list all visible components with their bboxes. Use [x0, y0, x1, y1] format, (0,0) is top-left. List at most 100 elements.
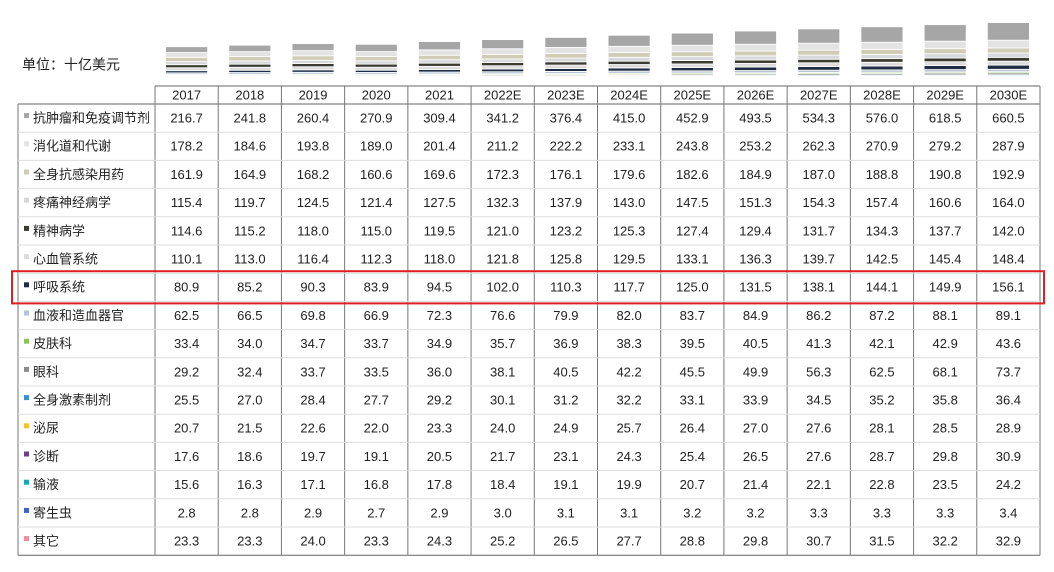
cell-value: 16.3 [237, 477, 262, 492]
cell-value: 27.6 [806, 421, 831, 436]
cell-value: 25.5 [174, 393, 199, 408]
cell-value: 114.6 [171, 223, 203, 238]
cell-value: 33.7 [364, 336, 389, 351]
cell-value: 25.7 [616, 421, 641, 436]
column-header: 2022E [484, 87, 522, 102]
cell-value: 415.0 [613, 111, 646, 126]
cell-value: 56.3 [806, 364, 831, 379]
cell-value: 2.8 [241, 505, 259, 520]
cell-value: 25.2 [490, 534, 515, 549]
cell-value: 136.3 [739, 252, 772, 267]
column-header: 2021 [425, 87, 454, 102]
bar-segment [798, 59, 840, 63]
cell-value: 118.0 [297, 223, 329, 238]
cell-value: 69.8 [300, 308, 325, 323]
cell-value: 73.7 [996, 364, 1021, 379]
cell-value: 49.9 [743, 364, 768, 379]
bar-segment [798, 67, 840, 71]
cell-value: 157.4 [866, 195, 899, 210]
cell-value: 83.9 [364, 280, 389, 295]
row-label: 血液和造血器官 [33, 308, 124, 323]
row-label: 呼吸系统 [33, 280, 85, 295]
cell-value: 168.2 [297, 167, 330, 182]
cell-value: 121.8 [486, 252, 519, 267]
cell-value: 29.8 [743, 534, 768, 549]
row-label: 精神病学 [33, 223, 85, 238]
cell-value: 45.5 [680, 364, 705, 379]
bar-segment [355, 57, 397, 61]
column-header: 2024E [610, 87, 648, 102]
cell-value: 22.6 [300, 421, 325, 436]
cell-value: 115.4 [171, 195, 203, 210]
cell-value: 3.0 [494, 505, 512, 520]
cell-value: 189.0 [360, 139, 393, 154]
cell-value: 270.9 [360, 111, 393, 126]
bar-segment [798, 43, 840, 50]
bar-segment [735, 60, 777, 63]
row-label: 皮肤科 [33, 336, 72, 351]
bar-segment [292, 56, 334, 60]
cell-value: 179.6 [613, 167, 646, 182]
cell-value: 243.8 [676, 139, 709, 154]
bar-segment [924, 25, 966, 42]
cell-value: 145.4 [929, 252, 962, 267]
cell-value: 142.5 [866, 252, 899, 267]
column-header: 2020 [362, 87, 391, 102]
cell-value: 33.9 [743, 393, 768, 408]
cell-value: 19.7 [300, 449, 325, 464]
cell-value: 20.7 [680, 477, 705, 492]
cell-value: 160.6 [360, 167, 393, 182]
cell-value: 28.5 [933, 421, 958, 436]
column-header: 2017 [172, 87, 201, 102]
bar-segment [987, 61, 1029, 65]
bar-segment [418, 66, 460, 69]
cell-value: 40.5 [743, 336, 768, 351]
cell-value: 233.1 [613, 139, 646, 154]
cell-value: 164.0 [992, 195, 1025, 210]
cell-value: 36.4 [996, 393, 1021, 408]
bar-segment [545, 62, 587, 65]
cell-value: 132.3 [486, 195, 519, 210]
cell-value: 90.3 [300, 280, 325, 295]
cell-value: 42.1 [869, 336, 894, 351]
row-label: 消化道和代谢 [33, 139, 111, 154]
bar-segment [798, 63, 840, 67]
bar-segment [355, 44, 397, 51]
cell-value: 24.3 [616, 449, 641, 464]
bar-segment [671, 45, 713, 52]
row-label: 全身抗感染用药 [33, 167, 124, 182]
cell-value: 117.7 [613, 280, 645, 295]
bar-segment [798, 55, 840, 59]
row-label: 输液 [33, 477, 59, 492]
cell-value: 62.5 [869, 364, 894, 379]
cell-value: 18.6 [237, 449, 262, 464]
cell-value: 102.0 [486, 280, 519, 295]
cell-value: 35.8 [933, 393, 958, 408]
cell-value: 182.6 [676, 167, 709, 182]
cell-value: 118.0 [424, 252, 456, 267]
cell-value: 27.0 [237, 393, 262, 408]
cell-value: 17.6 [174, 449, 199, 464]
bar-segment [166, 57, 208, 61]
cell-value: 15.6 [174, 477, 199, 492]
cell-value: 193.8 [297, 139, 330, 154]
bar-segment [735, 31, 777, 44]
bar-segment [987, 53, 1029, 57]
column-header: 2028E [863, 87, 901, 102]
row-label: 其它 [33, 534, 59, 549]
bar-segment [671, 33, 713, 45]
cell-value: 22.1 [806, 477, 831, 492]
row-label: 眼科 [33, 364, 59, 379]
cell-value: 2.7 [367, 505, 385, 520]
bar-segment [292, 60, 334, 63]
cell-value: 618.5 [929, 111, 962, 126]
bar-segment [671, 64, 713, 68]
bar-segment [861, 59, 903, 63]
legend-marker [24, 254, 29, 259]
bar-segment [671, 52, 713, 57]
cell-value: 3.3 [810, 505, 828, 520]
bar-segment [987, 65, 1029, 69]
bar-segment [924, 58, 966, 62]
bar-segment [545, 37, 587, 47]
cell-value: 33.4 [174, 336, 199, 351]
